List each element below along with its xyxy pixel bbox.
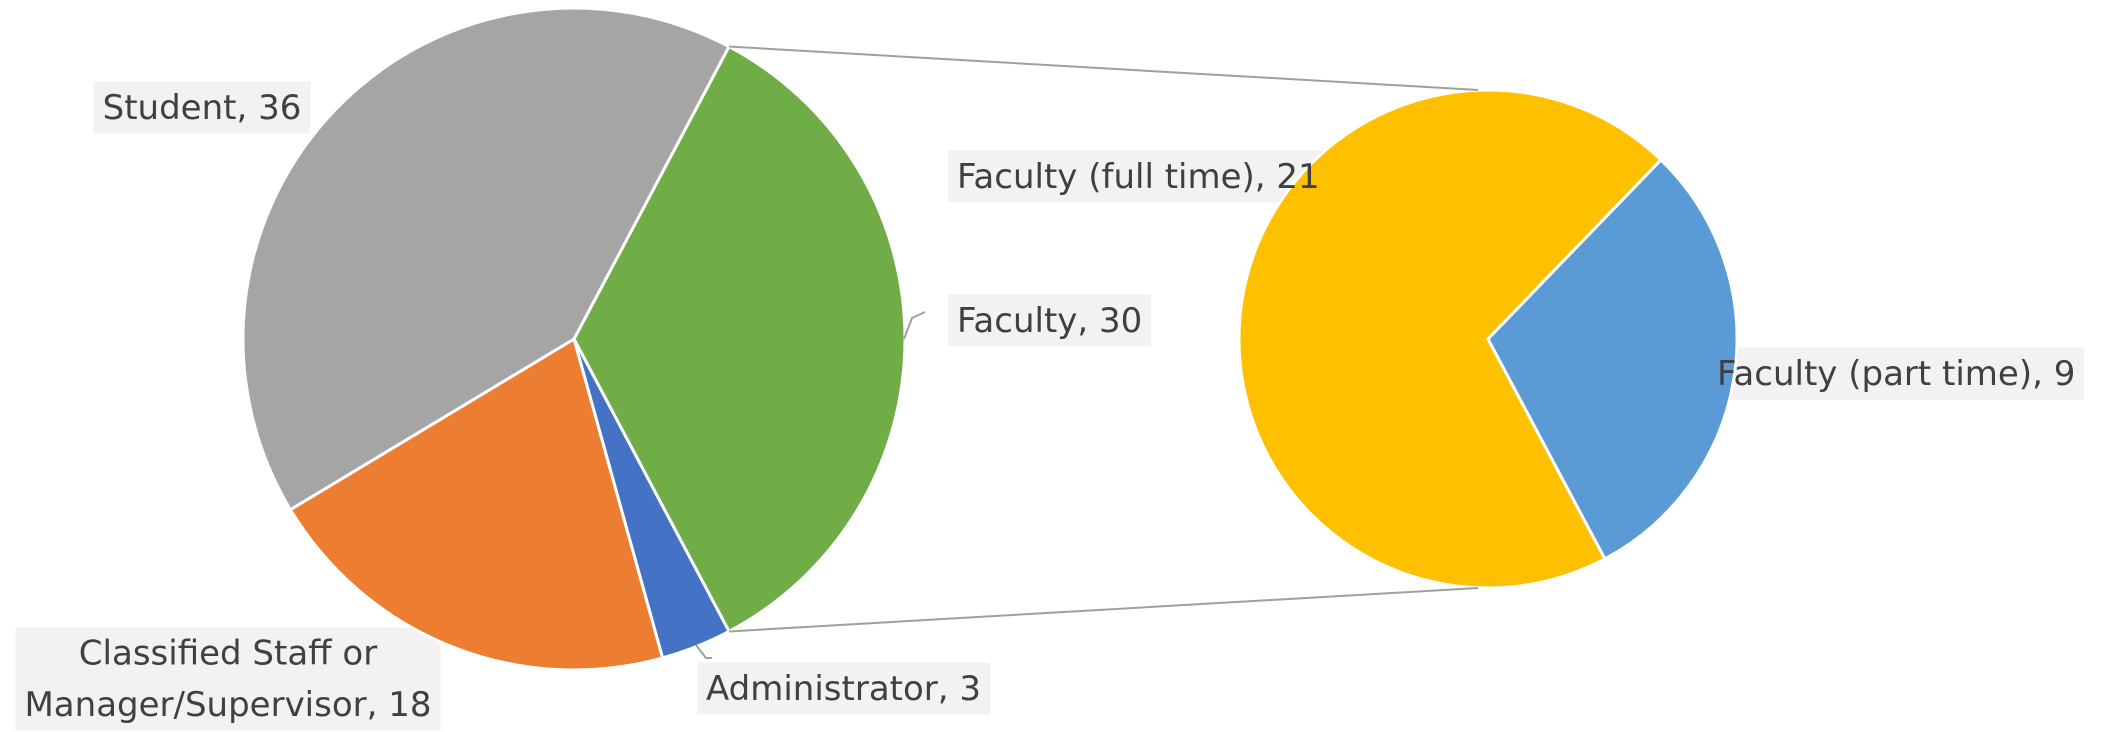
leader-line bbox=[695, 644, 712, 659]
label-background bbox=[15, 627, 441, 731]
label-value: 30 bbox=[1099, 301, 1142, 341]
label-value: 18 bbox=[388, 685, 431, 725]
slices bbox=[241, 6, 1739, 672]
label-category: Faculty (part time) bbox=[1717, 354, 2032, 394]
label-category: Student bbox=[103, 88, 237, 128]
label-backgrounds bbox=[15, 81, 2085, 731]
data-label: Administrator, 3 bbox=[706, 669, 981, 709]
labels: Faculty, 30 Administrator, 3 Classified St… bbox=[24, 88, 2075, 725]
connector-line bbox=[728, 587, 1479, 633]
data-label: Faculty, 30 bbox=[957, 301, 1142, 341]
pie-slice bbox=[288, 336, 665, 672]
label-category: Faculty bbox=[957, 301, 1077, 341]
label-text: Administrator, 3 bbox=[706, 669, 981, 709]
label-category-cont: Manager/Supervisor bbox=[24, 685, 366, 725]
data-label: Classified Staff or Manager/Supervisor, 1… bbox=[24, 634, 431, 725]
label-value: 36 bbox=[258, 88, 301, 128]
label-text: Faculty (full time), 21 bbox=[957, 157, 1320, 197]
label-background bbox=[697, 662, 991, 715]
label-text: Student, 36 bbox=[103, 88, 302, 128]
pie-slice bbox=[1237, 88, 1664, 590]
label-category: Classified Staff or bbox=[79, 634, 377, 674]
pie-slice bbox=[1486, 157, 1739, 561]
label-category: Administrator bbox=[706, 669, 938, 709]
label-category: Faculty (full time) bbox=[957, 157, 1255, 197]
label-value: 3 bbox=[959, 669, 981, 709]
label-background bbox=[93, 81, 311, 134]
data-label: Student, 36 bbox=[103, 88, 302, 128]
label-background bbox=[948, 150, 1329, 203]
label-background bbox=[948, 294, 1152, 347]
label-value: 9 bbox=[2054, 354, 2076, 394]
connector-line bbox=[728, 45, 1479, 91]
label-text: Manager/Supervisor, 18 bbox=[24, 685, 431, 725]
label-text: Faculty (part time), 9 bbox=[1717, 354, 2075, 394]
label-background bbox=[1708, 347, 2085, 400]
data-label: Faculty (part time), 9 bbox=[1717, 354, 2075, 394]
pie-slice bbox=[241, 6, 732, 512]
label-value: 21 bbox=[1276, 157, 1319, 197]
label-text: Faculty, 30 bbox=[957, 301, 1142, 341]
data-label: Faculty (full time), 21 bbox=[957, 157, 1320, 197]
leader-line bbox=[903, 311, 926, 340]
